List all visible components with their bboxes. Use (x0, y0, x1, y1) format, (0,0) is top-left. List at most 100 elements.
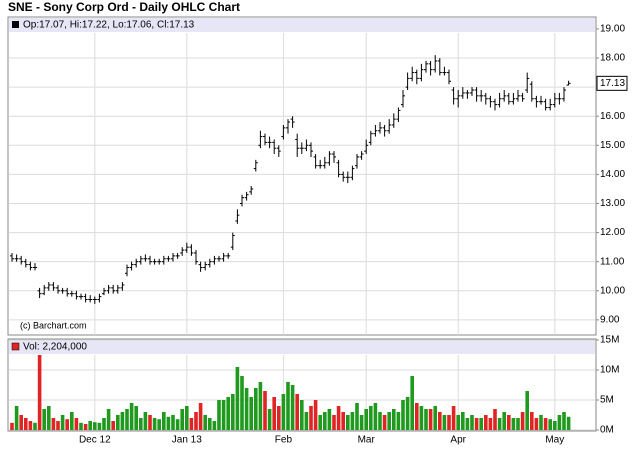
price-legend-band (9, 18, 595, 32)
volume-bar (470, 415, 474, 430)
volume-bar (143, 412, 148, 430)
volume-bar (272, 397, 276, 430)
volume-bar (258, 382, 263, 430)
volume-bar (378, 412, 382, 430)
chart-title: SNE - Sony Corp Ord - Daily OHLC Chart (8, 0, 240, 14)
price-legend-swatch (12, 21, 19, 28)
volume-bar (286, 382, 290, 430)
volume-bar (364, 409, 368, 430)
volume-bar (387, 412, 391, 430)
volume-bar (79, 422, 83, 430)
volume-bar (33, 422, 37, 430)
volume-bar (438, 412, 442, 430)
volume-bar (70, 412, 74, 430)
volume-bar (309, 406, 313, 430)
volume-bar (502, 412, 506, 430)
volume-bar (336, 406, 341, 430)
x-tick-label: Apr (450, 435, 466, 446)
volume-bar (461, 412, 465, 430)
volume-legend-band (9, 340, 595, 354)
volume-legend-swatch (11, 342, 20, 351)
y-tick-label: 12.00 (600, 227, 625, 238)
y-tick-label: 14.00 (600, 169, 625, 180)
volume-bar (47, 406, 51, 430)
volume-bar (148, 415, 152, 430)
volume-bar (300, 400, 304, 430)
volume-bar (346, 415, 350, 430)
volume-bar (189, 418, 194, 430)
volume-bar (295, 394, 299, 430)
volume-bar (543, 418, 548, 430)
volume-bar (507, 415, 511, 430)
watermark: (c) Barchart.com (20, 320, 87, 330)
volume-bar (392, 409, 396, 430)
volume-bar (203, 415, 207, 430)
volume-bar (304, 412, 309, 430)
last-price-box (596, 75, 628, 91)
volume-bar (10, 422, 14, 430)
volume-bar (511, 418, 516, 430)
volume-bar (171, 415, 175, 430)
volume-bar (566, 416, 571, 430)
volume-bar (465, 418, 470, 430)
volume-bar (516, 418, 520, 430)
x-tick-label: Jan 13 (172, 435, 202, 446)
volume-bar (231, 394, 235, 430)
volume-bar (240, 376, 244, 430)
volume-bar (382, 415, 387, 430)
y-tick-label: 5M (600, 395, 614, 406)
volume-bar (442, 415, 447, 430)
volume-bar (166, 416, 171, 430)
volume-bar (74, 418, 79, 430)
volume-bar (134, 406, 138, 430)
y-tick-label: 10M (600, 365, 619, 376)
volume-bar (180, 409, 184, 430)
volume-bar (318, 415, 322, 430)
volume-bar (369, 406, 373, 430)
volume-bar (332, 415, 336, 430)
volume-bar (28, 421, 33, 430)
volume-bar (419, 406, 424, 430)
price-legend: Op:17.07, Hi:17.22, Lo:17.06, Cl:17.13 (23, 20, 195, 31)
volume-bar (428, 409, 433, 430)
volume-bar (83, 424, 88, 430)
volume-bar (341, 412, 345, 430)
volume-bar (116, 415, 120, 430)
volume-bar (24, 418, 28, 430)
y-tick-label: 0M (600, 425, 614, 436)
volume-bar (60, 415, 65, 430)
volume-bar (111, 421, 115, 430)
volume-bar (401, 400, 405, 430)
volume-bar (175, 419, 180, 430)
volume-bar (221, 400, 226, 430)
volume-bar (102, 418, 106, 430)
volume-bar (497, 418, 502, 430)
volume-bar (244, 388, 249, 430)
volume-bar (277, 406, 281, 430)
volume-bar (525, 391, 529, 430)
volume-bar (359, 415, 364, 430)
volume-bar (88, 421, 92, 430)
x-tick-label: Mar (358, 435, 376, 446)
volume-bar (194, 412, 198, 430)
volume-bar (212, 421, 217, 430)
volume-legend: Vol: 2,204,000 (23, 342, 87, 353)
volume-bar (42, 409, 46, 430)
volume-bar (106, 409, 111, 430)
volume-bar (493, 409, 497, 430)
y-tick-label: 15M (600, 335, 619, 346)
volume-bar (129, 403, 134, 430)
y-tick-label: 18.00 (600, 53, 625, 64)
volume-bar (198, 403, 203, 430)
volume-bar (520, 412, 525, 430)
volume-bar (327, 409, 332, 430)
volume-bar (553, 421, 557, 430)
x-tick-label: Feb (275, 435, 293, 446)
volume-bar (125, 409, 129, 430)
volume-bar (415, 403, 419, 430)
volume-bar (19, 415, 23, 430)
volume-bar (405, 397, 410, 430)
volume-bar (313, 400, 318, 430)
